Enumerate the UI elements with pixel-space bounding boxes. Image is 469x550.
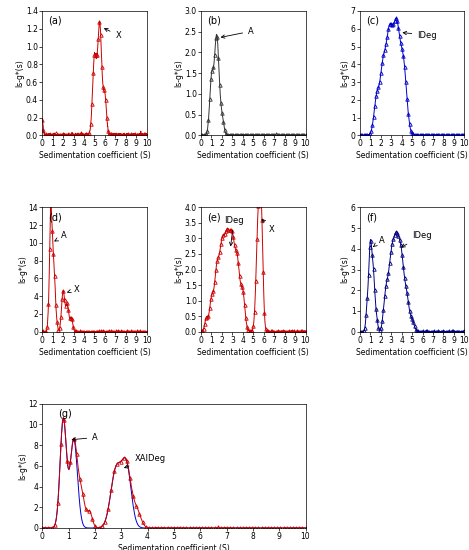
- Text: (c): (c): [366, 16, 379, 26]
- Text: (e): (e): [207, 212, 221, 222]
- Text: (f): (f): [366, 212, 377, 222]
- X-axis label: Sedimentation coefficient (S): Sedimentation coefficient (S): [38, 348, 151, 356]
- Text: (g): (g): [58, 409, 72, 419]
- X-axis label: Sedimentation coefficient (S): Sedimentation coefficient (S): [197, 348, 309, 356]
- X-axis label: Sedimentation coefficient (S): Sedimentation coefficient (S): [197, 151, 309, 160]
- Text: IDeg: IDeg: [403, 31, 437, 40]
- Y-axis label: ls-g*(s): ls-g*(s): [15, 59, 24, 87]
- Text: X: X: [262, 219, 275, 234]
- Y-axis label: ls-g*(s): ls-g*(s): [174, 256, 183, 283]
- Y-axis label: ls-g*(s): ls-g*(s): [174, 59, 183, 87]
- Text: A: A: [72, 433, 98, 442]
- Text: X: X: [105, 29, 121, 40]
- Y-axis label: ls-g*(s): ls-g*(s): [18, 256, 27, 283]
- Text: (a): (a): [48, 16, 62, 26]
- Text: IDeg: IDeg: [402, 232, 431, 247]
- Text: X: X: [68, 285, 79, 294]
- X-axis label: Sedimentation coefficient (S): Sedimentation coefficient (S): [356, 348, 468, 356]
- Text: (b): (b): [207, 16, 221, 26]
- Text: A: A: [221, 27, 254, 38]
- Y-axis label: ls-g*(s): ls-g*(s): [340, 59, 349, 87]
- Y-axis label: ls-g*(s): ls-g*(s): [340, 256, 349, 283]
- X-axis label: Sedimentation coefficient (S): Sedimentation coefficient (S): [356, 151, 468, 160]
- X-axis label: Sedimentation coefficient (S): Sedimentation coefficient (S): [38, 151, 151, 160]
- Y-axis label: ls-g*(s): ls-g*(s): [18, 452, 27, 480]
- Text: (d): (d): [48, 212, 62, 222]
- Text: IDeg: IDeg: [224, 216, 243, 246]
- Text: A: A: [55, 232, 67, 241]
- Text: A: A: [373, 235, 385, 246]
- Text: XAIDeg: XAIDeg: [125, 454, 166, 468]
- X-axis label: Sedimentation coefficient (S): Sedimentation coefficient (S): [118, 544, 230, 550]
